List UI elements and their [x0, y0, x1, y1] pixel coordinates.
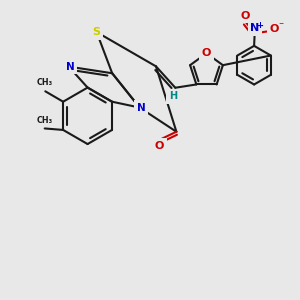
Text: O: O — [241, 11, 250, 20]
Text: CH₃: CH₃ — [36, 116, 52, 124]
Text: N: N — [250, 23, 259, 33]
Text: ⁻: ⁻ — [278, 22, 283, 32]
Text: S: S — [93, 27, 101, 37]
Text: H: H — [169, 91, 177, 101]
Text: O: O — [202, 48, 211, 58]
Text: CH₃: CH₃ — [37, 79, 53, 88]
Text: O: O — [155, 141, 164, 151]
Text: N: N — [66, 61, 75, 72]
Text: N: N — [137, 103, 146, 112]
Text: O: O — [270, 24, 279, 34]
Text: +: + — [256, 21, 262, 30]
